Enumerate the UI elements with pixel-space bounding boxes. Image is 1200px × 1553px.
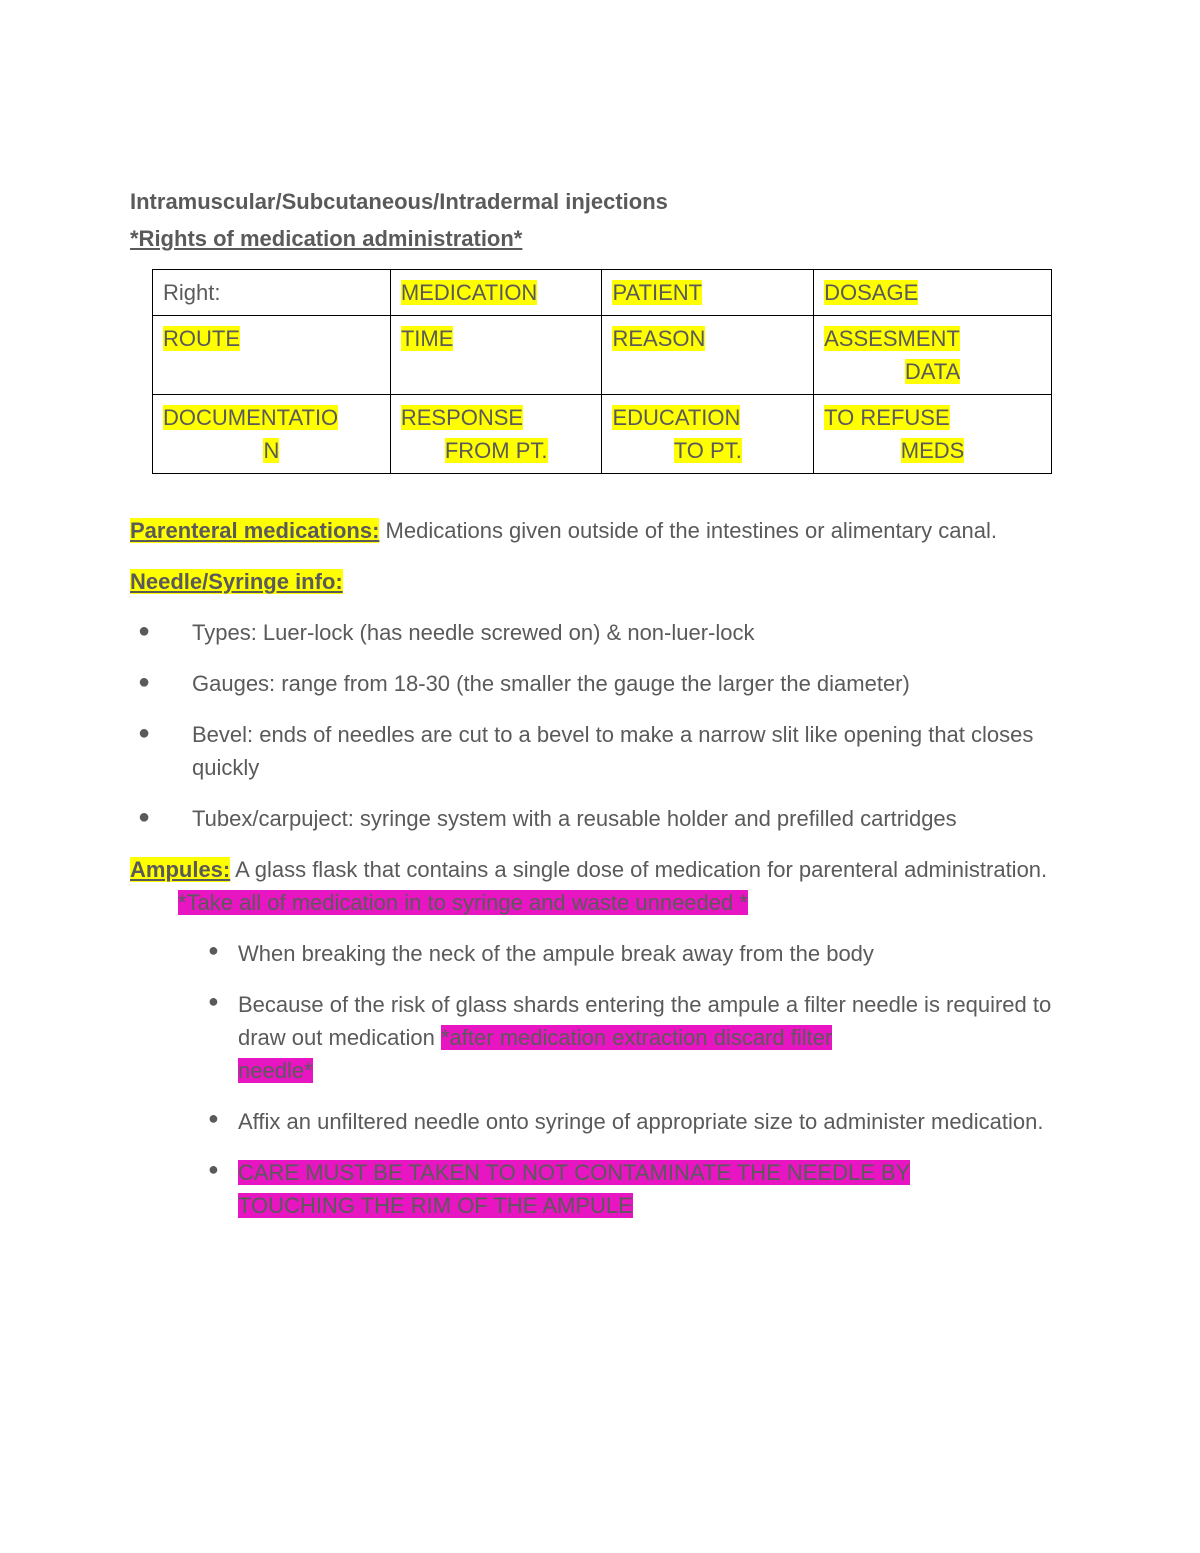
table-row: DOCUMENTATIO N RESPONSE FROM PT. EDUCATI… <box>153 395 1052 474</box>
list-item: Gauges: range from 18-30 (the smaller th… <box>130 667 1070 700</box>
table-cell: DOSAGE <box>814 270 1052 316</box>
list-item: When breaking the neck of the ampule bre… <box>208 937 1070 970</box>
list-item: CARE MUST BE TAKEN TO NOT CONTAMINATE TH… <box>208 1156 1070 1222</box>
table-cell: TIME <box>390 316 602 395</box>
list-item: Bevel: ends of needles are cut to a beve… <box>130 718 1070 784</box>
parenteral-label: Parenteral medications: <box>130 518 379 543</box>
table-cell: ASSESMENT DATA <box>814 316 1052 395</box>
list-item: Affix an unfiltered needle onto syringe … <box>208 1105 1070 1138</box>
ampules-label: Ampules: <box>130 857 230 882</box>
table-cell: REASON <box>602 316 814 395</box>
needle-heading: Needle/Syringe info: <box>130 565 1070 598</box>
ampules-block: Ampules: A glass flask that contains a s… <box>130 853 1070 919</box>
table-cell: RESPONSE FROM PT. <box>390 395 602 474</box>
table-cell: DOCUMENTATIO N <box>153 395 391 474</box>
table-cell: TO REFUSE MEDS <box>814 395 1052 474</box>
rights-table: Right: MEDICATION PATIENT DOSAGE ROUTE T… <box>152 269 1052 474</box>
table-cell: ROUTE <box>153 316 391 395</box>
table-row: Right: MEDICATION PATIENT DOSAGE <box>153 270 1052 316</box>
table-row: ROUTE TIME REASON ASSESMENT DATA <box>153 316 1052 395</box>
table-cell: PATIENT <box>602 270 814 316</box>
document-page: Intramuscular/Subcutaneous/Intradermal i… <box>0 0 1200 1340</box>
parenteral-def: Parenteral medications: Medications give… <box>130 514 1070 547</box>
page-title: Intramuscular/Subcutaneous/Intradermal i… <box>130 185 1070 218</box>
needle-bullets: Types: Luer-lock (has needle screwed on)… <box>130 616 1070 835</box>
page-subtitle: *Rights of medication administration* <box>130 222 1070 255</box>
ampules-sublist: When breaking the neck of the ampule bre… <box>184 937 1070 1222</box>
table-cell: Right: <box>153 270 391 316</box>
ampules-intro-plain: A glass flask that contains a single dos… <box>230 857 1047 882</box>
ampules-intro-pink: *Take all of medication in to syringe an… <box>178 890 748 915</box>
list-item: Types: Luer-lock (has needle screwed on)… <box>130 616 1070 649</box>
parenteral-body: Medications given outside of the intesti… <box>379 518 997 543</box>
table-cell: MEDICATION <box>390 270 602 316</box>
list-item: Tubex/carpuject: syringe system with a r… <box>130 802 1070 835</box>
list-item: Because of the risk of glass shards ente… <box>208 988 1070 1087</box>
table-cell: EDUCATION TO PT. <box>602 395 814 474</box>
